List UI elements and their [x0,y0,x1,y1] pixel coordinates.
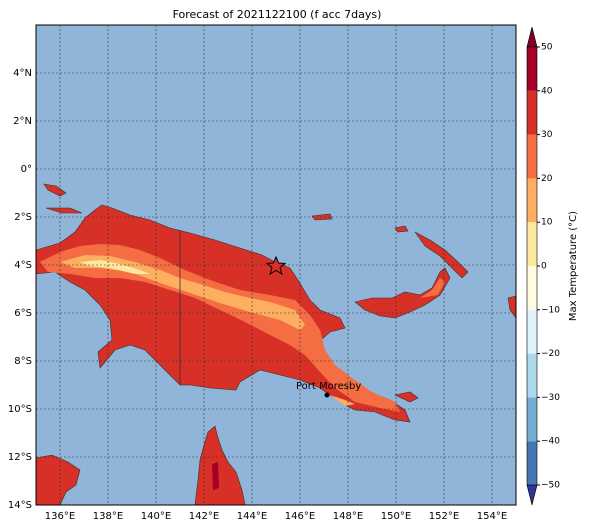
cape-york [194,425,246,505]
y-tick-label: 2°N [13,116,32,127]
colorbar-extend-high [526,26,538,48]
x-tick-label: 142°E [189,511,219,522]
colorbar-segment [527,353,537,398]
colorbar-tick-label: −10 [541,305,560,315]
x-tick-label: 146°E [285,511,315,522]
y-tick-label: 6°S [14,308,32,319]
colorbar-tick-label: −20 [541,349,560,359]
y-tick-label: 0° [21,164,32,175]
colorbar-label: Max Temperature (°C) [568,211,579,321]
city-marker [324,392,330,398]
north-australia [36,454,81,505]
colorbar-segment [527,266,537,310]
colorbar-segment [527,178,537,223]
peak-zone [80,260,150,274]
y-tick-label: 10°S [8,404,32,415]
colorbar-tick-label: −40 [541,437,560,447]
colorbar-segment [527,134,537,179]
colorbar-tick-label: 50 [541,43,553,53]
colorbar-tick-label: 30 [541,130,553,140]
y-tick-label: 2°S [14,212,32,223]
x-tick-label: 144°E [237,511,267,522]
colorbar-segment [527,441,537,485]
star-marker [265,255,287,276]
bougainville [507,295,516,319]
land-layer [36,183,516,505]
colorbar-extend-low [526,484,538,506]
city-label: Port Moresby [296,381,361,392]
y-tick-label: 8°S [14,356,32,367]
colorbar-segment [527,309,537,354]
y-tick-label: 4°S [14,260,32,271]
colorbar-segment [527,47,537,91]
colorbar-segment [527,397,537,442]
y-tick-label: 12°S [8,452,32,463]
colorbar-segment [527,90,537,135]
colorbar-tick-label: 20 [541,174,553,184]
colorbar-segment [527,222,537,266]
y-tick-label: 14°S [8,500,32,511]
x-tick-label: 138°E [93,511,123,522]
x-tick-label: 150°E [381,511,411,522]
colorbar-tick-label: 10 [541,218,553,228]
manus [311,213,409,233]
colorbar-tick-label: 40 [541,86,553,96]
map-frame [35,24,517,506]
colorbar-frame [526,46,538,486]
y-tick-label: 4°N [13,68,32,79]
x-tick-label: 154°E [477,511,507,522]
x-tick-label: 136°E [45,511,75,522]
x-tick-label: 152°E [429,511,459,522]
new-britain [354,267,451,319]
new-britain-warm [420,278,445,298]
new-ireland [414,231,469,279]
x-tick-label: 140°E [141,511,171,522]
colorbar-tick-label: −30 [541,393,560,403]
colorbar-tick-label: 0 [541,262,547,272]
colorbar-tick-label: −50 [541,481,560,491]
bird-head-islands [43,183,83,214]
x-tick-label: 148°E [333,511,363,522]
cape-york-peak [212,462,219,490]
d-entrecasteaux [394,391,419,403]
chart-title: Forecast of 2021122100 (f acc 7days) [173,8,382,21]
